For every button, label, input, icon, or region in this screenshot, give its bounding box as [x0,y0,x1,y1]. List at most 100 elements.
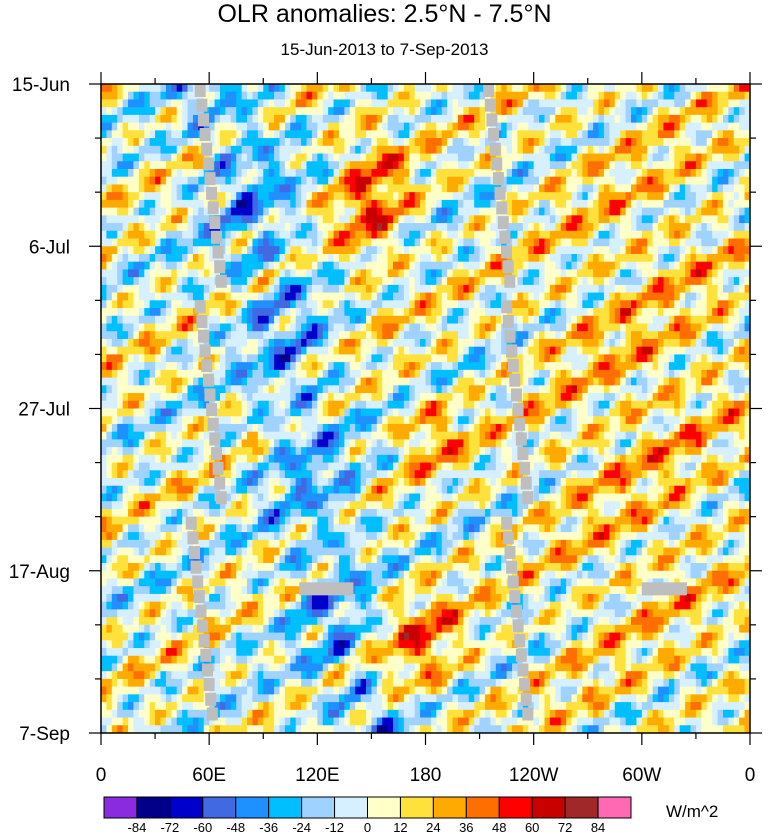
heatmap-cell [403,377,410,386]
heatmap-cell [555,107,562,116]
heatmap-cell [609,238,616,247]
heatmap-cell [382,315,389,325]
heatmap-cell [149,346,156,356]
heatmap-cell [566,168,573,178]
heatmap-cell [366,338,373,348]
heatmap-cell [441,393,448,402]
heatmap-cell [393,261,400,271]
heatmap-cell [474,277,481,286]
heatmap-cell [598,377,605,386]
heatmap-cell [366,84,373,93]
heatmap-cell [674,107,681,116]
heatmap-cell [187,269,194,278]
heatmap-cell [360,400,367,410]
heatmap-cell [403,130,410,139]
heatmap-cell [663,323,670,332]
heatmap-cell [549,199,556,209]
heatmap-cell [641,261,648,271]
heatmap-cell [106,300,113,309]
heatmap-cell [306,114,313,124]
heatmap-cell [268,138,275,147]
heatmap-cell [187,362,194,371]
heatmap-cell [160,308,167,317]
heatmap-cell [317,122,324,131]
heatmap-cell [393,331,400,340]
heatmap-cell [160,184,167,193]
heatmap-cell [658,130,665,139]
heatmap-cell [160,284,167,294]
heatmap-cell [301,369,308,379]
heatmap-cell [414,168,421,178]
heatmap-cell [717,369,724,379]
heatmap-cell [122,338,129,348]
heatmap-cell [717,114,724,124]
heatmap-cell [344,308,351,317]
heatmap-cell [436,192,443,201]
heatmap-cell [490,354,497,363]
heatmap-cell [631,354,638,363]
heatmap-cell [517,114,524,124]
heatmap-cell [549,354,556,363]
heatmap-cell [636,215,643,224]
heatmap-cell [479,153,486,162]
heatmap-cell [739,377,746,386]
heatmap-cell [566,277,573,286]
heatmap-cell [355,168,362,178]
heatmap-cell [366,253,373,263]
heatmap-cell [528,393,535,402]
heatmap-cell [138,269,145,278]
heatmap-cell [144,230,151,240]
heatmap-cell [539,91,546,101]
heatmap-cell [328,338,335,348]
heatmap-cell [549,393,556,402]
heatmap-cell [512,168,519,178]
heatmap-cell [652,385,659,394]
heatmap-cell [533,331,540,340]
heatmap-cell [214,331,221,340]
heatmap-cell [257,354,264,363]
heatmap-cell [430,292,437,301]
heatmap-cell [587,215,594,224]
heatmap-cell [490,246,497,255]
heatmap-cell [236,277,243,286]
heatmap-cell [144,308,151,317]
heatmap-cell [393,323,400,332]
heatmap-cell [230,153,237,162]
heatmap-cell [263,168,270,178]
heatmap-cell [695,176,702,186]
heatmap-cell [257,315,264,325]
heatmap-cell [295,400,302,410]
heatmap-cell [344,346,351,356]
heatmap-cell [582,292,589,301]
heatmap-cell [290,145,297,155]
heatmap-cell [512,338,519,348]
heatmap-cell [717,331,724,340]
heatmap-cell [306,261,313,271]
heatmap-cell [674,230,681,240]
heatmap-cell [133,138,140,147]
heatmap-cell [647,385,654,394]
heatmap-cell [355,393,362,402]
heatmap-cell [414,338,421,348]
heatmap-cell [544,130,551,139]
heatmap-cell [268,223,275,232]
heatmap-cell [236,269,243,278]
heatmap-cell [268,292,275,301]
heatmap-cell [571,300,578,309]
heatmap-cell [144,315,151,325]
heatmap-cell [425,184,432,193]
heatmap-cell [712,362,719,371]
heatmap-cell [149,284,156,294]
heatmap-cell [355,331,362,340]
heatmap-cell [474,230,481,240]
heatmap-cell [111,145,118,155]
heatmap-cell [274,238,281,247]
heatmap-cell [479,184,486,193]
heatmap-cell [598,122,605,131]
heatmap-cell [295,261,302,271]
heatmap-cell [712,168,719,178]
heatmap-cell [544,354,551,363]
heatmap-cell [149,84,156,93]
heatmap-cell [203,354,210,363]
heatmap-cell [620,377,627,386]
